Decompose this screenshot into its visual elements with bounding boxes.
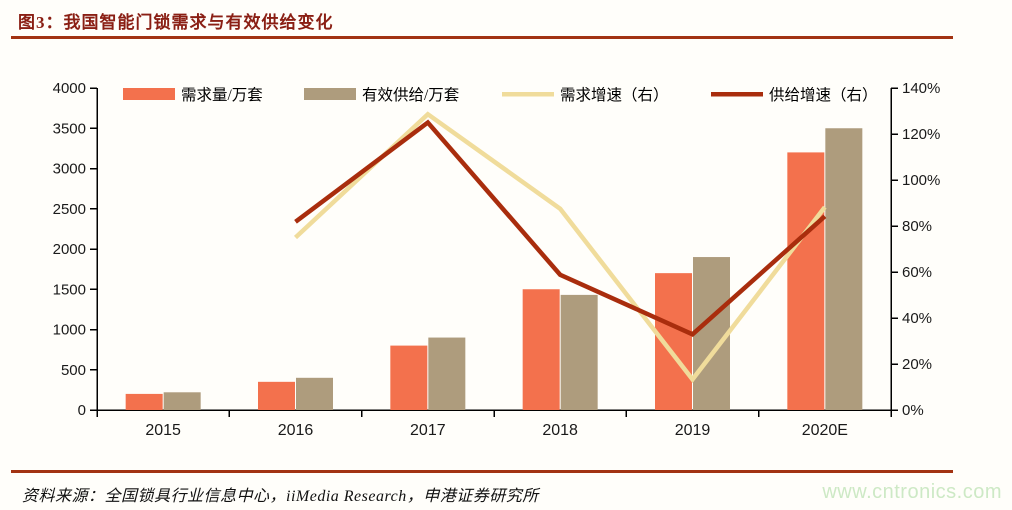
right-axis-label: 100% [902, 172, 940, 189]
title-rule [11, 36, 953, 39]
left-axis-label: 1000 [53, 322, 86, 339]
right-axis-label: 120% [902, 126, 940, 143]
x-axis-label: 2015 [145, 422, 181, 439]
footer-rule [11, 470, 953, 473]
bar-supply-2016 [296, 377, 333, 410]
bar-demand-2015 [125, 393, 163, 410]
bar-demand-2020E [787, 152, 825, 410]
bar-demand-2016 [258, 381, 295, 410]
bar-demand-2017 [390, 345, 428, 410]
x-axis-label: 2016 [278, 422, 314, 439]
left-axis-label: 3000 [53, 161, 86, 178]
legend-item-supply-bar-label: 有效供给/万套 [362, 86, 459, 104]
bar-supply-2017 [428, 337, 466, 410]
left-axis-label: 4000 [53, 80, 86, 97]
legend-item-demand-growth-swatch [502, 92, 554, 97]
bar-supply-2020E [825, 128, 863, 410]
legend-item-supply-growth-label: 供给增速（右） [769, 86, 878, 104]
x-axis-label: 2019 [675, 422, 711, 439]
right-axis-label: 40% [902, 310, 932, 327]
legend-item-demand-growth-label: 需求增速（右） [560, 86, 669, 104]
right-axis-label: 60% [902, 264, 932, 281]
left-axis-label: 1500 [53, 281, 86, 298]
x-axis-label: 2020E [802, 422, 848, 439]
source-text: 资料来源：全国锁具行业信息中心，iiMedia Research，申港证券研究所 [22, 488, 539, 505]
left-axis-label: 0 [78, 402, 86, 419]
watermark: www.cntronics.com [822, 481, 1002, 503]
left-axis-label: 2500 [53, 201, 86, 218]
bar-supply-2018 [560, 294, 598, 410]
right-axis-label: 80% [902, 218, 932, 235]
legend-item-supply-growth-swatch [711, 92, 763, 97]
supply-growth-line [294, 119, 827, 337]
bar-supply-2015 [163, 392, 201, 410]
left-axis-label: 2000 [53, 241, 86, 258]
right-axis-label: 140% [902, 80, 940, 97]
legend-item-demand-bar-swatch [123, 88, 175, 100]
right-axis-label: 20% [902, 356, 932, 373]
right-axis-label: 0% [902, 402, 924, 419]
figure-title: 图3：我国智能门锁需求与有效供给变化 [18, 13, 334, 32]
legend-item-demand-bar-label: 需求量/万套 [181, 86, 263, 104]
demand-growth-line [293, 111, 827, 384]
x-axis-label: 2017 [410, 422, 446, 439]
left-axis-label: 3500 [53, 120, 86, 137]
bar-demand-2018 [522, 289, 560, 410]
x-axis-label: 2018 [542, 422, 578, 439]
bar-supply-2019 [693, 257, 730, 410]
left-axis-label: 500 [61, 362, 86, 379]
legend-item-supply-bar-swatch [304, 88, 356, 100]
